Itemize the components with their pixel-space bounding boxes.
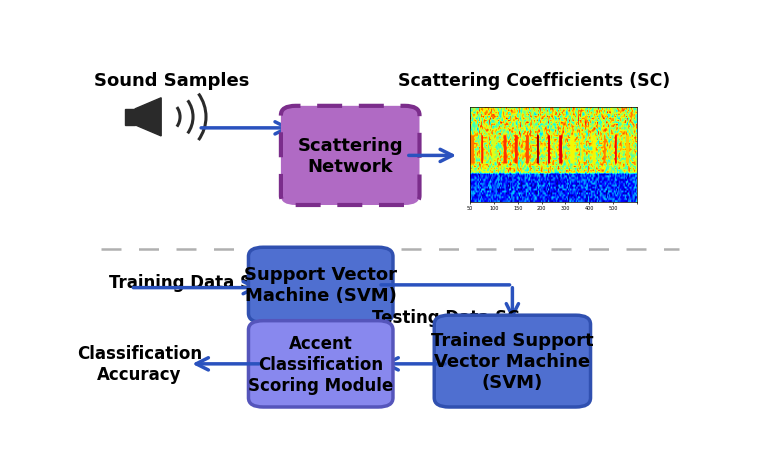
FancyBboxPatch shape <box>281 107 419 206</box>
Text: Scattering Coefficients (SC): Scattering Coefficients (SC) <box>398 72 670 90</box>
Polygon shape <box>135 99 161 137</box>
Text: Trained Support
Vector Machine
(SVM): Trained Support Vector Machine (SVM) <box>431 332 594 391</box>
Polygon shape <box>125 109 135 126</box>
Text: Support Vector
Machine (SVM): Support Vector Machine (SVM) <box>244 266 397 305</box>
Text: Sound Samples: Sound Samples <box>94 72 250 90</box>
FancyBboxPatch shape <box>435 316 591 407</box>
Text: Accent
Classification
Scoring Module: Accent Classification Scoring Module <box>248 334 393 394</box>
Text: Testing Data SC: Testing Data SC <box>372 308 520 327</box>
Text: Scattering
Network: Scattering Network <box>298 137 403 176</box>
FancyBboxPatch shape <box>248 248 393 323</box>
FancyBboxPatch shape <box>248 321 393 407</box>
Text: Classification
Accuracy: Classification Accuracy <box>77 345 202 384</box>
Text: Training Data SC: Training Data SC <box>109 274 264 291</box>
